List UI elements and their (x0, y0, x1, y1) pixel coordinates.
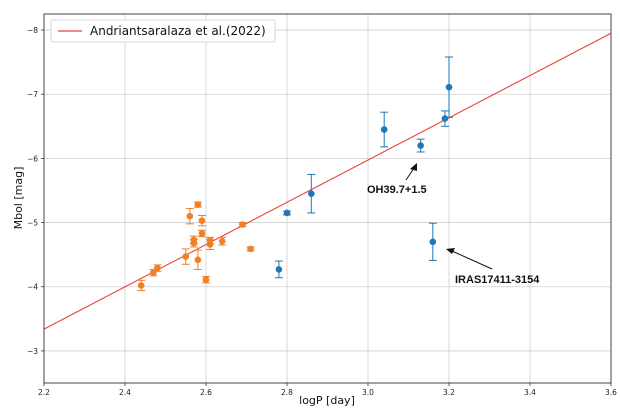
point-marker (190, 236, 198, 244)
fit-line (43, 32, 612, 330)
x-axis-label: logP [day] (299, 394, 355, 407)
y-tick-label: −4 (27, 283, 38, 292)
x-tick-label: 2.2 (38, 388, 50, 397)
data-point (428, 222, 437, 261)
annotation-oh39: OH39.7+1.5 (367, 184, 427, 196)
y-tick-label: −8 (27, 26, 38, 35)
data-point (185, 207, 194, 225)
data-point (246, 245, 255, 253)
plot-background (44, 14, 611, 383)
x-tick-label: 3.2 (443, 388, 455, 397)
point-marker (380, 126, 388, 133)
point-marker (202, 276, 210, 283)
annotation-arrowhead-oh39 (410, 163, 417, 171)
annotation-arrow-iras (451, 250, 493, 270)
data-point (218, 236, 227, 246)
data-point (197, 215, 206, 227)
point-marker (445, 83, 453, 91)
y-tick-label: −7 (27, 90, 38, 99)
point-marker (417, 142, 424, 149)
point-marker (239, 221, 246, 228)
data-point (416, 138, 425, 153)
ticks: 2.2 2.4 2.6 2.8 3.0 3.2 3.4 3.6 −3 −4 −5 −6 −7 −8 (27, 26, 617, 397)
legend: Andriantsaralaza et al.(2022) (50, 19, 276, 43)
point-marker (283, 209, 291, 217)
point-marker (186, 212, 194, 220)
point-marker (441, 115, 449, 122)
y-axis-label: Mbol [mag] (12, 167, 25, 230)
x-tick-label: 3.0 (362, 388, 374, 397)
x-tick-label: 2.4 (119, 388, 131, 397)
y-tick-label: −5 (27, 219, 38, 228)
data-point (193, 201, 202, 208)
point-marker (275, 266, 283, 273)
data-point (206, 236, 215, 245)
legend-label: Andriantsaralaza et al.(2022) (90, 24, 266, 38)
point-marker (137, 282, 145, 289)
annotation-iras: IRAS17411-3154 (455, 274, 540, 286)
point-marker (206, 237, 214, 244)
y-tick-label: −3 (27, 347, 38, 356)
annotation-arrow-oh39 (405, 167, 415, 181)
point-marker (429, 238, 437, 246)
point-marker (194, 256, 202, 264)
y-tick-label: −6 (27, 154, 38, 163)
point-marker (198, 230, 206, 237)
point-marker (218, 237, 226, 245)
point-marker (194, 201, 202, 208)
data-point (445, 56, 453, 118)
point-marker (182, 253, 190, 260)
x-tick-label: 2.6 (200, 388, 212, 397)
annotations: OH39.7+1.5 IRAS17411-3154 (367, 163, 540, 286)
point-marker (198, 217, 206, 224)
data-point (181, 248, 190, 265)
x-tick-label: 3.4 (524, 388, 536, 397)
x-tick-label: 3.6 (605, 388, 617, 397)
point-marker (308, 190, 315, 197)
data-point (137, 279, 146, 292)
point-marker (154, 264, 161, 272)
data-point (202, 275, 210, 284)
data-point (283, 209, 291, 217)
data-point (189, 235, 198, 245)
point-marker (247, 245, 254, 253)
data-point (153, 264, 162, 272)
x-tick-label: 2.8 (281, 388, 293, 397)
data-point (193, 249, 202, 270)
annotation-arrowhead-iras (446, 248, 455, 254)
data-point (274, 260, 283, 279)
data-point (307, 173, 316, 214)
data-points (137, 56, 453, 292)
data-point (238, 221, 247, 228)
data-point (380, 111, 389, 148)
data-point (197, 229, 206, 238)
legend-box (50, 19, 276, 43)
plot-frame (43, 13, 612, 384)
